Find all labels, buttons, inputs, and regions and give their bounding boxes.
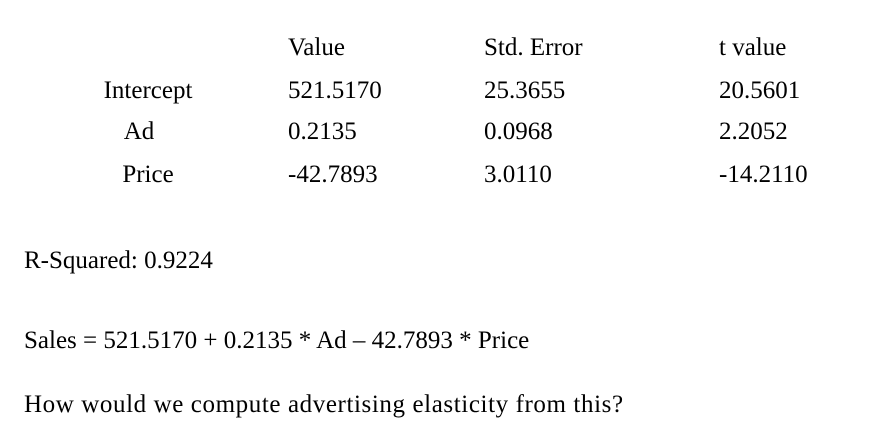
row-label-price: Price [122,161,174,188]
column-header-std-error: Std. Error [484,34,583,61]
row-label-ad: Ad [123,118,155,145]
column-header-value: Value [288,34,345,61]
intercept-value: 521.5170 [288,77,382,104]
ad-value: 0.2135 [288,118,357,145]
row-label-intercept: Intercept [103,77,193,104]
r-squared-text: R-Squared: 0.9224 [24,247,213,274]
price-value: -42.7893 [288,161,378,188]
question-text: How would we compute advertising elastic… [24,391,624,418]
column-header-t-value: t value [719,34,787,61]
intercept-t-value: 20.5601 [719,77,801,104]
regression-equation: Sales = 521.5170 + 0.2135 * Ad – 42.7893… [24,327,530,354]
price-std-error: 3.0110 [484,161,552,188]
ad-t-value: 2.2052 [719,118,788,145]
ad-std-error: 0.0968 [484,118,553,145]
price-t-value: -14.2110 [719,161,808,188]
intercept-std-error: 25.3655 [484,77,566,104]
